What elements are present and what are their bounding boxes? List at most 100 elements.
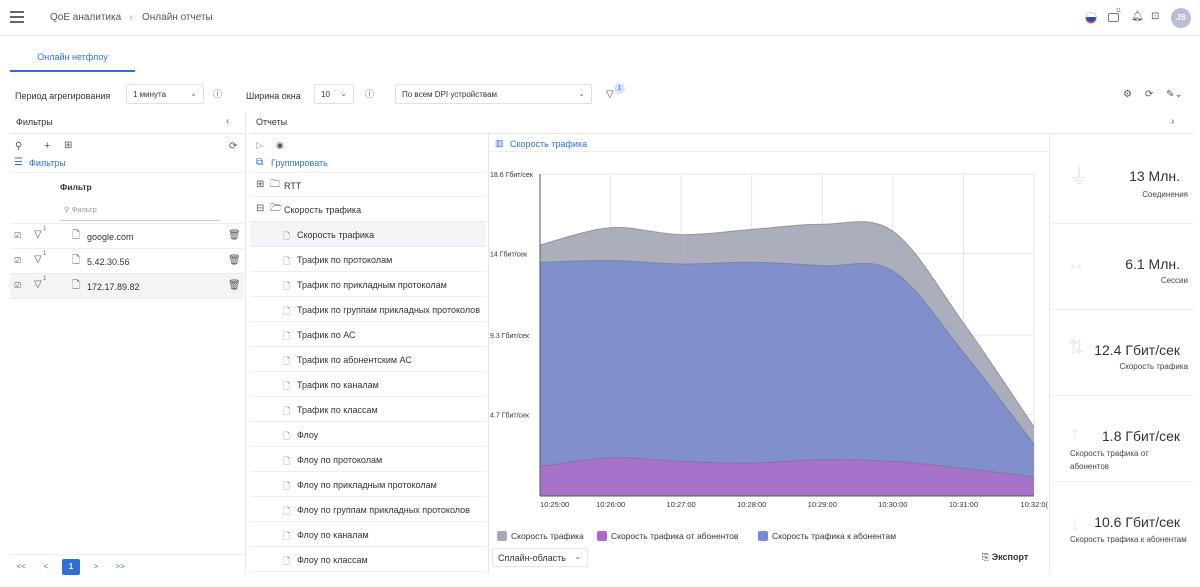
filter-row[interactable]: ☑ ▽ 1 🗋 google.com 🗑︎	[10, 224, 244, 249]
checkbox-checked-icon[interactable]: ☑	[14, 231, 22, 240]
lock-icon[interactable]: ⊡	[1151, 11, 1160, 22]
messages-icon[interactable]	[1108, 13, 1119, 22]
checkbox-checked-icon[interactable]: ☑	[14, 281, 22, 290]
legend-label: Скорость трафика от абонентов	[611, 531, 739, 541]
panel-divider[interactable]	[1049, 134, 1050, 574]
report-item[interactable]: 🗋 Трафик по АС	[250, 322, 486, 347]
collapse-icon[interactable]: ⊟	[256, 203, 265, 214]
traffic-chart[interactable]: 18.6 Гбит/сек 14 Гбит/сек 9.3 Гбит/сек 4.7 …	[488, 160, 1050, 522]
report-item-label: Флоу по группам прикладных протоколов	[297, 505, 470, 515]
area-series	[540, 260, 1034, 496]
report-item[interactable]: 🗋 Флоу по прикладным протоколам	[250, 472, 486, 497]
report-item-label: Флоу по протоколам	[297, 455, 383, 465]
report-folder-traffic-speed[interactable]: ⊟ 🗁 Скорость трафика	[250, 197, 486, 222]
report-item[interactable]: 🗋 Трафик по группам прикладных протоколов	[250, 297, 486, 322]
report-item[interactable]: 🗋 Флоу	[250, 422, 486, 447]
trash-icon[interactable]: 🗑︎	[228, 280, 241, 291]
download-icon: ↓	[1070, 513, 1080, 535]
panel-divider[interactable]	[245, 112, 246, 574]
report-item-label: Флоу по классам	[297, 555, 368, 565]
kpi-caption: Соединения	[1142, 190, 1188, 199]
filter-table-header: Фильтр ⚲ Фильтр	[10, 172, 244, 224]
report-item[interactable]: 🗋 Флоу по каналам	[250, 522, 486, 547]
flag-ru-icon[interactable]	[1085, 12, 1097, 24]
document-icon: 🗋	[283, 231, 291, 241]
gear-icon[interactable]: ⚙︎	[1123, 89, 1132, 100]
filter-row[interactable]: ☑ ▽ 1 🗋 5.42.30.56 🗑︎	[10, 249, 244, 274]
report-item[interactable]: 🗋 Флоу по протоколам	[250, 447, 486, 472]
group-button[interactable]: Группировать	[271, 158, 328, 168]
document-icon: 🗋	[283, 431, 291, 441]
report-item[interactable]: 🗋 Трафик по каналам	[250, 372, 486, 397]
swap-icon: ⇅	[1068, 337, 1085, 359]
checkbox-checked-icon[interactable]: ☑	[14, 256, 22, 265]
folder-label: RTT	[284, 181, 302, 191]
breadcrumb-item-qoe[interactable]: QoE аналитика	[50, 12, 122, 23]
add-box-icon[interactable]: ⊞	[64, 140, 73, 151]
document-icon: 🗋	[72, 255, 81, 266]
filter-badge: 1	[614, 83, 625, 94]
document-icon: 🗋	[283, 381, 291, 391]
page-prev-button[interactable]: <	[43, 562, 49, 571]
report-item[interactable]: 🗋 Трафик по протоколам	[250, 247, 486, 272]
series-line	[539, 221, 1035, 428]
chart-type-select[interactable]: Сплайн-область ⌄	[492, 548, 588, 567]
tab-online-netflow[interactable]: Онлайн нетфлоу	[10, 52, 135, 72]
magic-wand-icon[interactable]: ⚲	[15, 141, 23, 152]
export-button[interactable]: ⎘ Экспорт	[982, 552, 1028, 563]
record-icon[interactable]: ◉	[276, 140, 284, 150]
report-item[interactable]: 🗋 Трафик по классам	[250, 397, 486, 422]
report-item[interactable]: 🗋 Трафик по прикладным протоколам	[250, 272, 486, 297]
help-icon[interactable]: ⓘ	[365, 89, 375, 99]
report-item-label: Трафик по абонентским АС	[297, 355, 412, 365]
help-icon[interactable]: ⓘ	[213, 89, 223, 99]
legend-item[interactable]: Скорость трафика от абонентов	[597, 531, 738, 541]
dpi-select[interactable]: По всем DPI устройствам ⌄	[395, 84, 592, 104]
filter-row-badge: 1	[43, 226, 47, 232]
refresh-icon[interactable]: ⟳	[1145, 89, 1154, 100]
report-item[interactable]: 🗋 Скорость трафика	[250, 222, 486, 247]
document-icon: 🗋	[72, 230, 81, 241]
x-tick-label: 10:28:00	[737, 500, 766, 509]
filter-row[interactable]: ☑ ▽ 1 🗋 172.17.89.82 🗑︎	[10, 274, 244, 299]
trash-icon[interactable]: 🗑︎	[228, 230, 241, 241]
x-tick-label: 10:25:00	[540, 500, 569, 509]
report-item[interactable]: 🗋 Флоу по группам прикладных протоколов	[250, 497, 486, 522]
filters-section-title[interactable]: Фильтры	[29, 158, 66, 168]
page-last-button[interactable]: >>	[115, 562, 125, 571]
play-icon[interactable]: ▷	[256, 140, 263, 150]
page-current-button[interactable]: 1	[62, 559, 80, 575]
folder-label: Скорость трафика	[284, 205, 362, 215]
x-tick-label: 10:31:00	[949, 500, 978, 509]
report-item[interactable]: 🗋 Трафик по абонентским АС	[250, 347, 486, 372]
report-folder-rtt[interactable]: ⊞ 🗀 RTT	[250, 172, 486, 197]
report-item-label: Трафик по классам	[297, 405, 378, 415]
page-next-button[interactable]: >	[93, 562, 99, 571]
trash-icon[interactable]: 🗑︎	[228, 255, 241, 266]
window-width-select[interactable]: 10 ⌄	[314, 84, 354, 104]
add-icon[interactable]: +	[44, 140, 51, 152]
avatar[interactable]: JS	[1171, 8, 1191, 28]
refresh-icon[interactable]: ⟳	[229, 141, 238, 152]
expand-right-icon[interactable]: ›	[1171, 116, 1175, 127]
kpi-value: 13 Млн.	[1129, 168, 1180, 184]
expand-icon[interactable]: ⊞	[256, 179, 265, 190]
legend-item[interactable]: Скорость трафика к абонентам	[758, 531, 896, 541]
aggregation-select[interactable]: 1 минута ⌄	[126, 84, 204, 104]
report-item[interactable]: 🗋 Флоу по классам	[250, 547, 486, 572]
kpi-card-traffic-to-subscribers: ↓ 10.6 Гбит/сек Скорость трафика к абоне…	[1052, 482, 1194, 574]
x-tick-label: 10:29:00	[808, 500, 837, 509]
reports-panel-header: Отчеты ›	[250, 112, 1194, 134]
kpi-value: 6.1 Млн.	[1125, 256, 1180, 272]
edit-icon[interactable]: ✎⌄	[1166, 89, 1183, 100]
kpi-value: 10.6 Гбит/сек	[1094, 514, 1180, 530]
menu-icon[interactable]	[10, 11, 24, 23]
page-first-button[interactable]: <<	[16, 562, 26, 571]
collapse-left-icon[interactable]: ‹	[226, 116, 230, 127]
filter-icon[interactable]: ▽	[606, 89, 614, 100]
bell-icon[interactable]: 🔔︎	[1131, 11, 1144, 22]
legend-item[interactable]: Скорость трафика	[497, 531, 584, 541]
filter-search-input[interactable]: ⚲ Фильтр	[60, 205, 220, 221]
kpi-caption: Скорость трафика	[1119, 362, 1188, 371]
panel-divider[interactable]	[488, 134, 489, 574]
